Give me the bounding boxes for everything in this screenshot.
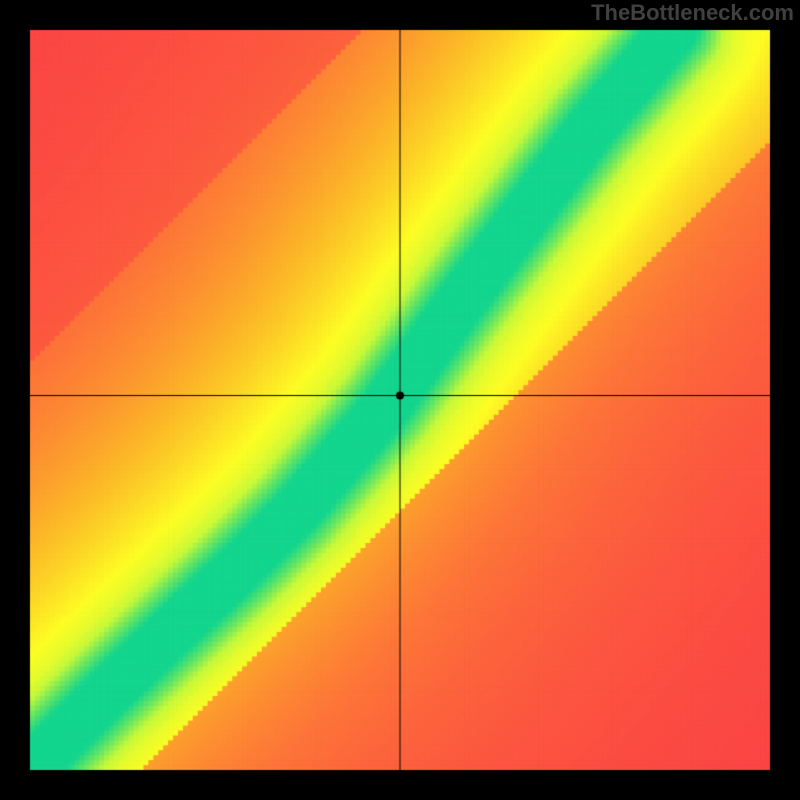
chart-container: TheBottleneck.com (0, 0, 800, 800)
heatmap-canvas (0, 0, 800, 800)
watermark-text: TheBottleneck.com (591, 0, 794, 26)
